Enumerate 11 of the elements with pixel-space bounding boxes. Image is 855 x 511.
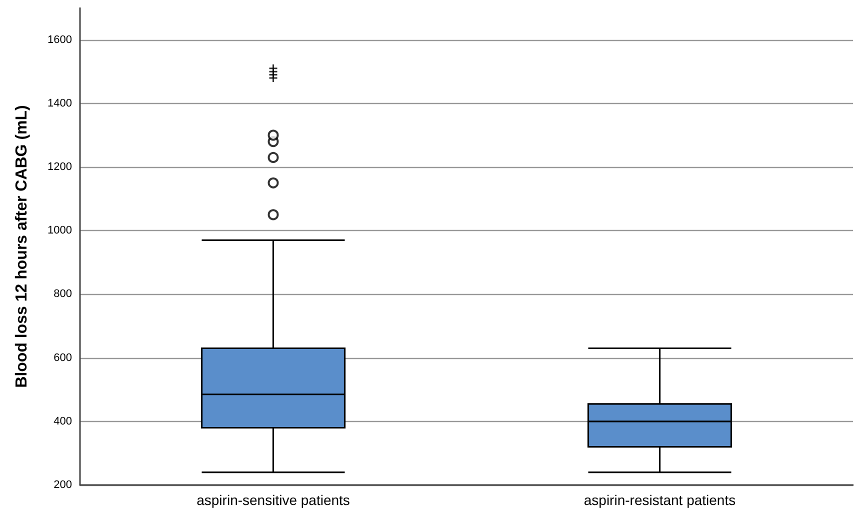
- y-tick-label: 400: [54, 415, 72, 428]
- y-tick-label: 800: [54, 288, 72, 300]
- y-tick-label: 1000: [48, 224, 72, 237]
- x-tick-label: aspirin-sensitive patients: [196, 492, 350, 508]
- y-tick-label: 1600: [48, 34, 72, 46]
- y-tick-label: 1200: [48, 161, 72, 173]
- x-tick-label: aspirin-resistant patients: [584, 492, 736, 508]
- y-tick-label: 1400: [48, 97, 72, 110]
- y-axis-title: Blood loss 12 hours after CABG (mL): [14, 105, 30, 388]
- y-tick-label: 600: [54, 352, 72, 364]
- y-tick-label: 200: [54, 479, 72, 491]
